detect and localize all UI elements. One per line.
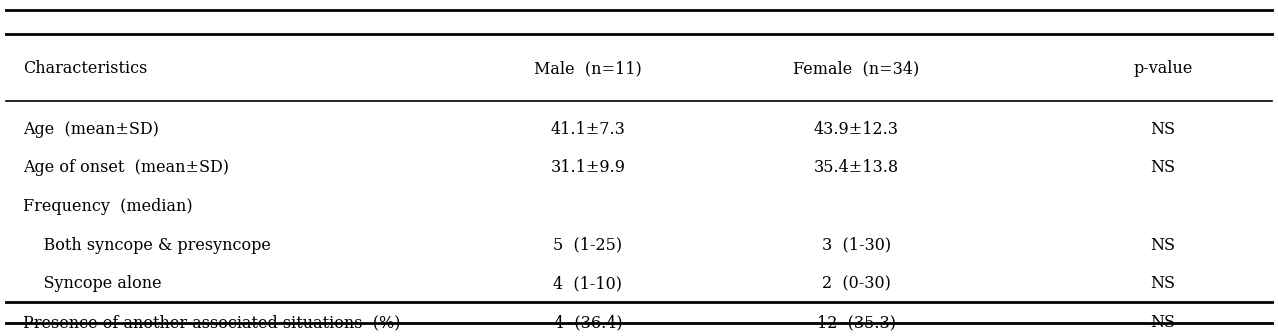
Text: 5  (1-25): 5 (1-25)	[553, 237, 622, 254]
Text: 35.4±13.8: 35.4±13.8	[814, 160, 898, 176]
Text: 12  (35.3): 12 (35.3)	[817, 314, 896, 331]
Text: 4  (36.4): 4 (36.4)	[553, 314, 622, 331]
Text: Syncope alone: Syncope alone	[23, 276, 161, 292]
Text: 4  (1-10): 4 (1-10)	[553, 276, 622, 292]
Text: Female  (n=34): Female (n=34)	[794, 60, 919, 77]
Text: Age of onset  (mean±SD): Age of onset (mean±SD)	[23, 160, 229, 176]
Text: NS: NS	[1150, 160, 1176, 176]
Text: NS: NS	[1150, 314, 1176, 331]
Text: Frequency  (median): Frequency (median)	[23, 198, 193, 215]
Text: p-value: p-value	[1134, 60, 1192, 77]
Text: 3  (1-30): 3 (1-30)	[822, 237, 891, 254]
Text: NS: NS	[1150, 237, 1176, 254]
Text: Age  (mean±SD): Age (mean±SD)	[23, 121, 158, 138]
Text: Characteristics: Characteristics	[23, 60, 147, 77]
Text: 2  (0-30): 2 (0-30)	[822, 276, 891, 292]
Text: NS: NS	[1150, 276, 1176, 292]
Text: Both syncope & presyncope: Both syncope & presyncope	[23, 237, 271, 254]
Text: 43.9±12.3: 43.9±12.3	[814, 121, 898, 138]
Text: Male  (n=11): Male (n=11)	[534, 60, 642, 77]
Text: 41.1±7.3: 41.1±7.3	[551, 121, 625, 138]
Text: 31.1±9.9: 31.1±9.9	[551, 160, 625, 176]
Text: Presence of another associated situations  (%): Presence of another associated situation…	[23, 314, 400, 331]
Text: NS: NS	[1150, 121, 1176, 138]
